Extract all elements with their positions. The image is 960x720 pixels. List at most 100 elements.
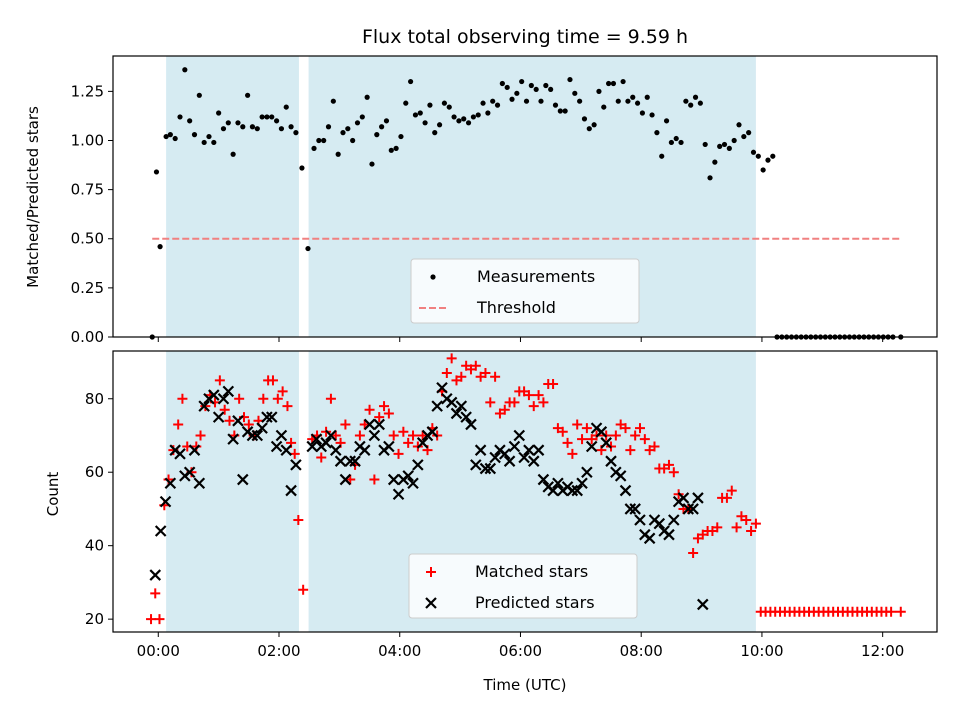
matched-star-point	[154, 614, 165, 625]
measurement-point	[249, 124, 256, 130]
predicted-star-point	[566, 484, 579, 497]
y-tick-label: 20	[85, 610, 104, 628]
predicted-star-point	[668, 514, 680, 526]
measurement-point	[663, 118, 670, 124]
predicted-star-point	[256, 422, 268, 434]
predicted-star-point	[208, 389, 220, 401]
predicted-star-point	[407, 477, 419, 490]
matched-star-point	[173, 419, 184, 430]
matched-star-point	[374, 412, 385, 423]
matched-star-point	[277, 386, 288, 397]
predicted-star-point	[373, 418, 385, 431]
x-tick-label: 02:00	[257, 642, 300, 660]
measurement-point	[519, 78, 525, 85]
matched-star-point	[282, 401, 293, 412]
measurement-point	[625, 98, 631, 104]
y-tick-label: 1.00	[71, 131, 104, 149]
measurement-point	[750, 149, 757, 155]
predicted-star-point	[246, 429, 259, 442]
predicted-star-point	[508, 440, 521, 453]
matched-star-point	[383, 408, 394, 419]
measurement-point	[480, 100, 486, 106]
legend-label: Predicted stars	[475, 593, 595, 612]
measurement-point	[601, 104, 607, 110]
measurement-point	[335, 151, 341, 157]
predicted-star-point	[149, 569, 162, 581]
legend-label: Measurements	[477, 267, 595, 286]
predicted-star-point	[416, 437, 429, 449]
predicted-star-point	[552, 477, 564, 490]
measurement-point	[432, 130, 438, 136]
predicted-star-point	[571, 484, 583, 497]
chart-title: Flux total observing time = 9.59 h	[362, 26, 688, 48]
measurement-point	[634, 100, 641, 106]
predicted-star-point	[600, 437, 612, 449]
measurement-point	[211, 139, 217, 146]
predicted-star-point	[154, 525, 167, 537]
matched-star-point	[499, 404, 510, 415]
measurement-point	[451, 114, 457, 120]
matched-star-point	[316, 452, 327, 463]
predicted-star-point	[402, 470, 414, 482]
measurement-point	[649, 112, 655, 118]
measurement-point	[417, 110, 423, 116]
predicted-star-point	[629, 503, 641, 515]
x-tick-label: 00:00	[137, 642, 180, 660]
axes-frame	[112, 350, 938, 633]
matched-star-point	[234, 393, 245, 404]
matched-star-point	[485, 397, 496, 408]
matched-star-point	[523, 390, 534, 401]
measurement-point	[717, 143, 723, 149]
measurement-point	[557, 108, 563, 114]
measurement-point	[191, 132, 198, 138]
measurement-point	[683, 98, 689, 104]
matched-star-point	[219, 404, 230, 415]
measurement-point	[254, 126, 260, 132]
predicted-star-point	[159, 495, 172, 508]
measurement-point	[562, 108, 568, 114]
predicted-star-point	[547, 484, 559, 497]
measurement-point	[427, 102, 433, 108]
predicted-star-point	[358, 444, 371, 456]
x-tick-label: 10:00	[740, 642, 783, 660]
measurement-point	[606, 80, 612, 87]
legend-matched-marker	[426, 567, 436, 577]
matched-star-point	[712, 522, 723, 533]
matched-star-point	[620, 423, 631, 434]
measurement-point	[446, 104, 452, 110]
predicted-star-point	[198, 400, 210, 412]
predicted-star-point	[344, 455, 357, 467]
predicted-star-point	[643, 532, 656, 545]
measurement-point	[393, 145, 399, 151]
predicted-star-point	[212, 411, 225, 423]
matched-star-point	[393, 448, 404, 459]
measurement-point	[586, 126, 592, 132]
predicted-star-point	[489, 451, 501, 464]
matched-star-point	[369, 474, 380, 485]
measurement-point	[182, 67, 188, 73]
predicted-star-point	[624, 503, 637, 515]
measurement-point	[644, 94, 650, 100]
legend-label: Matched stars	[475, 562, 588, 581]
y-tick-label: 0.50	[71, 230, 104, 248]
predicted-star-point	[503, 455, 516, 467]
matched-star-point	[388, 430, 399, 441]
measurement-point	[702, 141, 708, 148]
top-axes: 0.00 0.25 0.50 0.75 1.00 1.25 Measurements Thre…	[71, 55, 938, 346]
y-tick-label: 0.75	[71, 181, 104, 199]
measurement-point	[552, 102, 559, 108]
predicted-star-point	[251, 429, 264, 442]
matched-star-point	[354, 430, 365, 441]
matched-star-point	[490, 371, 501, 382]
measurement-point	[577, 98, 583, 104]
measurement-point	[398, 133, 404, 140]
matched-star-point	[224, 415, 235, 426]
measurement-point	[374, 132, 380, 138]
measurement-point	[538, 98, 544, 104]
matched-star-point	[746, 525, 757, 536]
predicted-star-point	[470, 459, 482, 471]
predicted-star-point	[183, 466, 196, 478]
predicted-star-point	[614, 470, 627, 482]
matched-star-point	[340, 419, 351, 430]
